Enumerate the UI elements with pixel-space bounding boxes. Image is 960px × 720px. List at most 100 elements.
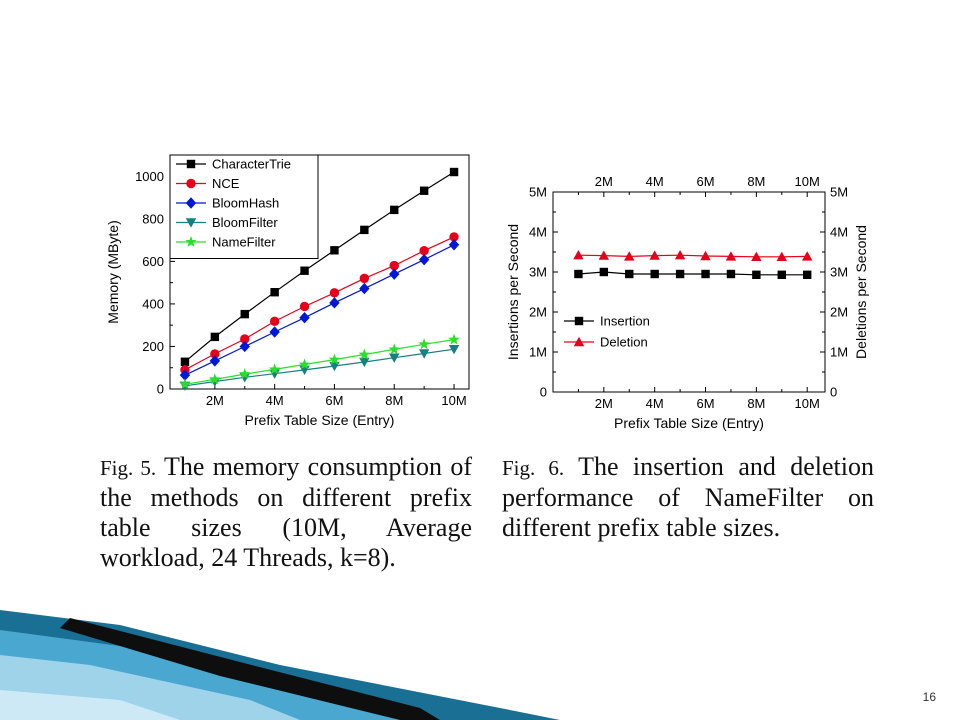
data-point (268, 363, 281, 375)
legend-label: CharacterTrie (212, 157, 291, 172)
data-point (725, 251, 737, 261)
figure-6-text: The insertion and deletion performance o… (502, 452, 875, 542)
data-point (599, 267, 609, 277)
x-tick-label: 8M (385, 393, 403, 408)
x-tick-label: 2M (595, 396, 613, 411)
data-point (419, 246, 429, 256)
x-axis-title: Prefix Table Size (Entry) (245, 412, 395, 428)
y-tick-label-right: 0 (830, 385, 837, 400)
data-point (329, 361, 340, 372)
series-line (184, 339, 455, 385)
data-point (270, 288, 279, 297)
x-tick-label: 10M (795, 396, 820, 411)
data-point (269, 326, 280, 338)
legend: Insertion Deletion (564, 314, 650, 350)
series-charactertrie (180, 167, 459, 366)
legend-label: Insertion (600, 314, 650, 329)
data-point (700, 250, 711, 261)
data-point (330, 246, 339, 255)
legend-marker (185, 197, 197, 209)
x-axis-title: Prefix Table Size (Entry) (614, 415, 764, 431)
legend-label: BloomHash (212, 196, 279, 211)
series-bloomfilter (179, 345, 460, 392)
data-point (239, 368, 251, 379)
series-line (184, 236, 455, 371)
data-point (574, 269, 583, 279)
data-point (360, 225, 369, 235)
y-tick-label: 200 (142, 339, 164, 354)
data-point (209, 373, 221, 385)
y-tick-label: 800 (142, 211, 164, 226)
plot-frame (552, 191, 826, 393)
data-point (239, 373, 250, 383)
data-point (329, 297, 340, 309)
y2-axis-title: Deletions per Second (853, 225, 869, 359)
data-point (675, 269, 685, 279)
data-point (299, 312, 310, 324)
legend-marker (185, 236, 197, 247)
series-line (578, 254, 808, 258)
y-tick-label-right: 1M (830, 345, 848, 360)
y-tick-label-right: 5M (830, 185, 848, 200)
series-namefilter (179, 333, 460, 390)
data-point (359, 282, 370, 295)
data-point (179, 378, 191, 390)
series-line (184, 244, 455, 376)
y-tick-label-right: 4M (830, 225, 848, 240)
legend-label: BloomFilter (212, 215, 278, 230)
data-point (448, 239, 460, 251)
data-point (650, 269, 659, 279)
data-point (179, 369, 191, 381)
series-insertion (574, 267, 812, 279)
figure-5-text: The memory consumption of the methods on… (100, 452, 472, 572)
data-point (389, 268, 400, 280)
data-point (329, 288, 340, 298)
y-tick-label-right: 3M (830, 265, 848, 280)
figure-5-caption: Fig. 5. The memory consumption of the me… (100, 452, 472, 573)
data-point (625, 269, 634, 279)
data-point (776, 251, 787, 261)
y-tick-label: 4M (529, 225, 547, 240)
series-deletion (573, 250, 813, 261)
legend-marker (186, 178, 196, 189)
x-tick-label: 6M (696, 396, 714, 411)
figure-6-caption: Fig. 6. The insertion and deletion perfo… (502, 452, 874, 543)
data-point (389, 353, 400, 363)
series-line (184, 348, 455, 387)
x-tick-label: 4M (266, 393, 284, 408)
x-tick-label: 6M (325, 393, 343, 408)
legend-marker (573, 336, 585, 347)
data-point (701, 269, 710, 279)
y-tick-label: 0 (157, 382, 164, 397)
series-nce (180, 232, 459, 375)
data-point (598, 250, 610, 260)
legend-label: Deletion (600, 335, 648, 350)
data-point (777, 270, 786, 279)
x-tick-label-top: 2M (595, 174, 613, 189)
y-tick-label: 2M (529, 305, 547, 320)
data-point (209, 355, 221, 367)
data-point (389, 260, 399, 271)
data-point (388, 343, 400, 355)
data-point (448, 345, 460, 355)
series-line (578, 271, 808, 276)
data-point (726, 269, 736, 279)
y-tick-label: 0 (540, 385, 547, 400)
series-bloomhash (179, 239, 460, 381)
data-point (573, 250, 584, 260)
plot-frame (169, 154, 470, 390)
x-tick-label: 10M (441, 393, 466, 408)
legend: CharacterTrie NCE BloomHash BloomFilter Name… (169, 154, 319, 259)
x-tick-label-top: 6M (696, 174, 714, 189)
y-tick-label-right: 2M (830, 305, 848, 320)
data-point (180, 357, 190, 366)
y-axis-title: Insertions per Second (505, 224, 521, 360)
x-tick-label-top: 4M (646, 174, 664, 189)
data-point (240, 309, 249, 319)
legend-label: NCE (212, 176, 240, 191)
x-tick-label-top: 10M (795, 174, 820, 189)
data-point (240, 334, 250, 344)
y-tick-label: 1000 (135, 169, 164, 184)
slide-decoration (0, 610, 560, 720)
